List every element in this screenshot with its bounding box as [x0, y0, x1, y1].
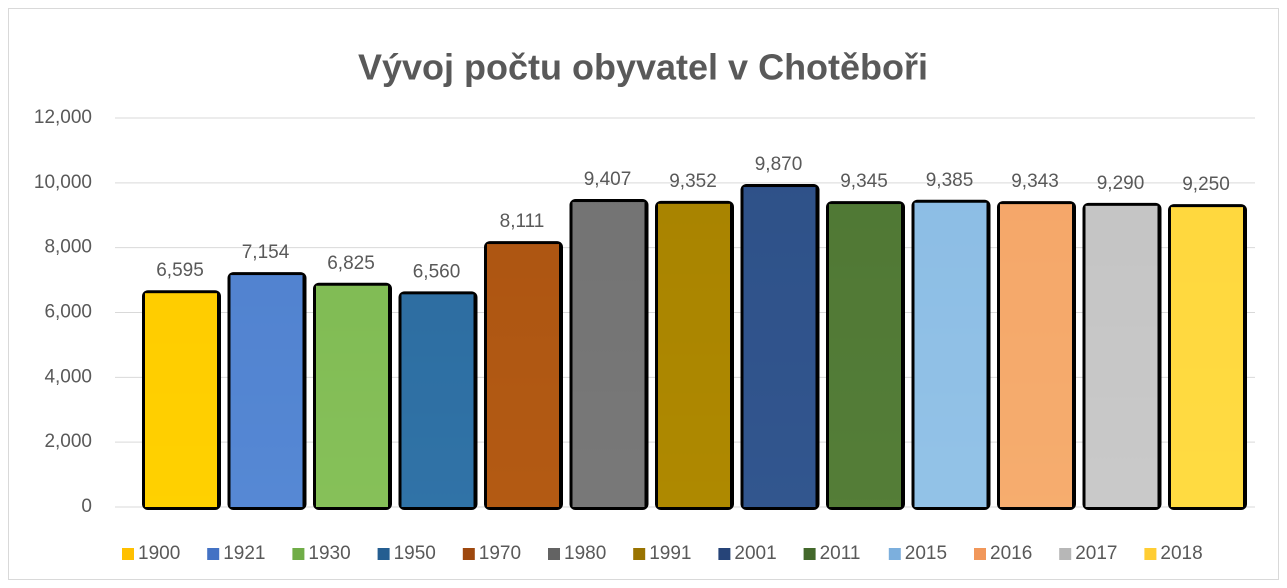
legend-label: 2017	[1075, 543, 1117, 564]
bar-gradient	[145, 293, 217, 507]
legend-swatch	[803, 548, 816, 560]
bar-gradient	[1000, 204, 1072, 507]
legend-label: 1991	[649, 543, 691, 564]
legend-swatch	[377, 548, 390, 560]
data-label: 9,345	[840, 171, 888, 192]
data-label: 7,154	[242, 242, 290, 263]
data-label: 9,290	[1097, 173, 1145, 194]
bar-gradient	[487, 244, 559, 507]
legend-label: 1950	[394, 543, 436, 564]
y-tick-label: 8,000	[44, 237, 92, 258]
legend-swatch	[548, 548, 560, 560]
bar-gradient	[316, 285, 388, 507]
legend-label: 1900	[138, 543, 180, 564]
legend-label: 2015	[905, 543, 947, 564]
legend-label: 2011	[820, 543, 861, 564]
data-label: 6,595	[156, 260, 204, 281]
bar-gradient	[572, 202, 645, 508]
legend-label: 2016	[990, 543, 1032, 564]
legend-swatch	[207, 548, 220, 560]
y-tick-label: 2,000	[44, 431, 92, 452]
legend-label: 1970	[479, 543, 521, 564]
legend-label: 1921	[223, 543, 265, 564]
y-tick-label: 10,000	[34, 172, 92, 193]
data-label: 8,111	[500, 211, 545, 232]
data-label: 6,825	[327, 253, 375, 274]
legend-label: 2001	[734, 543, 776, 564]
legend-swatch	[122, 548, 134, 560]
bar-gradient	[743, 187, 816, 508]
data-label: 9,352	[669, 171, 717, 192]
legend-swatch	[292, 548, 305, 560]
bar-gradient	[658, 203, 730, 507]
data-label: 9,385	[926, 170, 974, 191]
legend-swatch	[1059, 548, 1072, 560]
legend-swatch	[974, 548, 986, 560]
legend-label: 1930	[308, 543, 350, 564]
legend-swatch	[1144, 548, 1157, 560]
chart-title: Vývoj počtu obyvatel v Chotěboři	[358, 47, 928, 88]
bar-gradient	[230, 275, 303, 507]
data-label: 9,407	[584, 169, 632, 190]
y-tick-label: 6,000	[44, 302, 92, 323]
y-tick-label: 0	[81, 496, 92, 517]
legend-swatch	[633, 548, 646, 560]
data-label: 9,343	[1011, 171, 1059, 192]
legend-swatch	[888, 548, 901, 560]
data-label: 9,250	[1182, 174, 1230, 195]
y-tick-label: 12,000	[34, 107, 92, 128]
legend-swatch	[718, 548, 731, 560]
bar-gradient	[1085, 205, 1158, 507]
data-label: 9,870	[755, 154, 803, 175]
legend-label: 2018	[1160, 543, 1202, 564]
bar-gradient	[401, 294, 474, 507]
y-tick-label: 4,000	[44, 366, 92, 387]
legend-label: 1980	[564, 543, 606, 564]
bar-gradient	[829, 204, 901, 507]
bar-gradient	[1171, 207, 1243, 508]
bar-gradient	[914, 202, 987, 507]
legend-swatch	[462, 548, 475, 560]
data-label: 6,560	[413, 261, 461, 282]
